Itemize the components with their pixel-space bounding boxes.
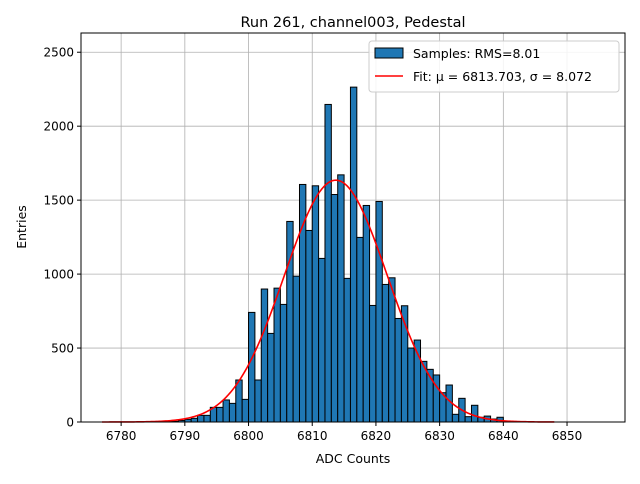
histogram-bar xyxy=(471,405,477,422)
histogram-bar xyxy=(319,258,325,422)
x-tick-label: 6790 xyxy=(170,429,201,443)
histogram-bar xyxy=(255,380,261,422)
histogram-bar xyxy=(350,87,356,422)
histogram-bar xyxy=(217,407,223,422)
x-tick-label: 6830 xyxy=(424,429,455,443)
y-tick-label: 500 xyxy=(51,342,74,356)
histogram-bar xyxy=(280,304,286,422)
y-tick-label: 2000 xyxy=(43,120,74,134)
histogram-bar xyxy=(242,399,248,422)
histogram-bar xyxy=(261,289,267,422)
histogram-bar xyxy=(382,284,388,422)
x-tick-label: 6850 xyxy=(552,429,583,443)
histogram-bar xyxy=(389,278,395,422)
y-tick-label: 2500 xyxy=(43,46,74,60)
histogram-bar xyxy=(452,414,458,422)
histogram-bar xyxy=(306,230,312,422)
histogram-bar xyxy=(312,186,318,422)
legend-histogram-swatch xyxy=(375,48,403,58)
histogram-bar xyxy=(344,278,350,422)
y-tick-label: 0 xyxy=(66,416,74,430)
histogram-bar xyxy=(395,318,401,422)
histogram-bar xyxy=(370,305,376,422)
x-axis-label: ADC Counts xyxy=(316,451,391,466)
histogram-bar xyxy=(363,205,369,422)
y-tick-label: 1500 xyxy=(43,194,74,208)
x-tick-label: 6810 xyxy=(297,429,328,443)
legend-histogram-label: Samples: RMS=8.01 xyxy=(413,46,540,61)
histogram-bar xyxy=(331,195,337,422)
chart-title: Run 261, channel003, Pedestal xyxy=(240,15,465,31)
histogram-bar xyxy=(465,417,471,422)
histogram-bar xyxy=(274,288,280,422)
histogram-bar xyxy=(338,175,344,422)
histogram-bar xyxy=(357,237,363,422)
histogram-bar xyxy=(268,333,274,422)
x-tick-label: 6820 xyxy=(361,429,392,443)
y-axis-label: Entries xyxy=(14,205,29,249)
histogram-bar xyxy=(223,400,229,422)
histogram-bar xyxy=(236,380,242,422)
histogram-bar xyxy=(229,403,235,422)
x-tick-label: 6840 xyxy=(488,429,519,443)
histogram-bar xyxy=(198,415,204,422)
histogram-bar xyxy=(376,201,382,422)
histogram-bar xyxy=(191,418,197,422)
histogram-bar xyxy=(204,415,210,422)
legend: Samples: RMS=8.01 Fit: μ = 6813.703, σ =… xyxy=(369,41,619,92)
x-tick-label: 6800 xyxy=(233,429,264,443)
histogram-bar xyxy=(408,348,414,422)
histogram-bar xyxy=(293,276,299,422)
histogram-bar xyxy=(249,312,255,422)
y-tick-label: 1000 xyxy=(43,268,74,282)
histogram-bar xyxy=(325,104,331,422)
legend-fit-label: Fit: μ = 6813.703, σ = 8.072 xyxy=(413,69,592,84)
x-tick-label: 6780 xyxy=(106,429,137,443)
